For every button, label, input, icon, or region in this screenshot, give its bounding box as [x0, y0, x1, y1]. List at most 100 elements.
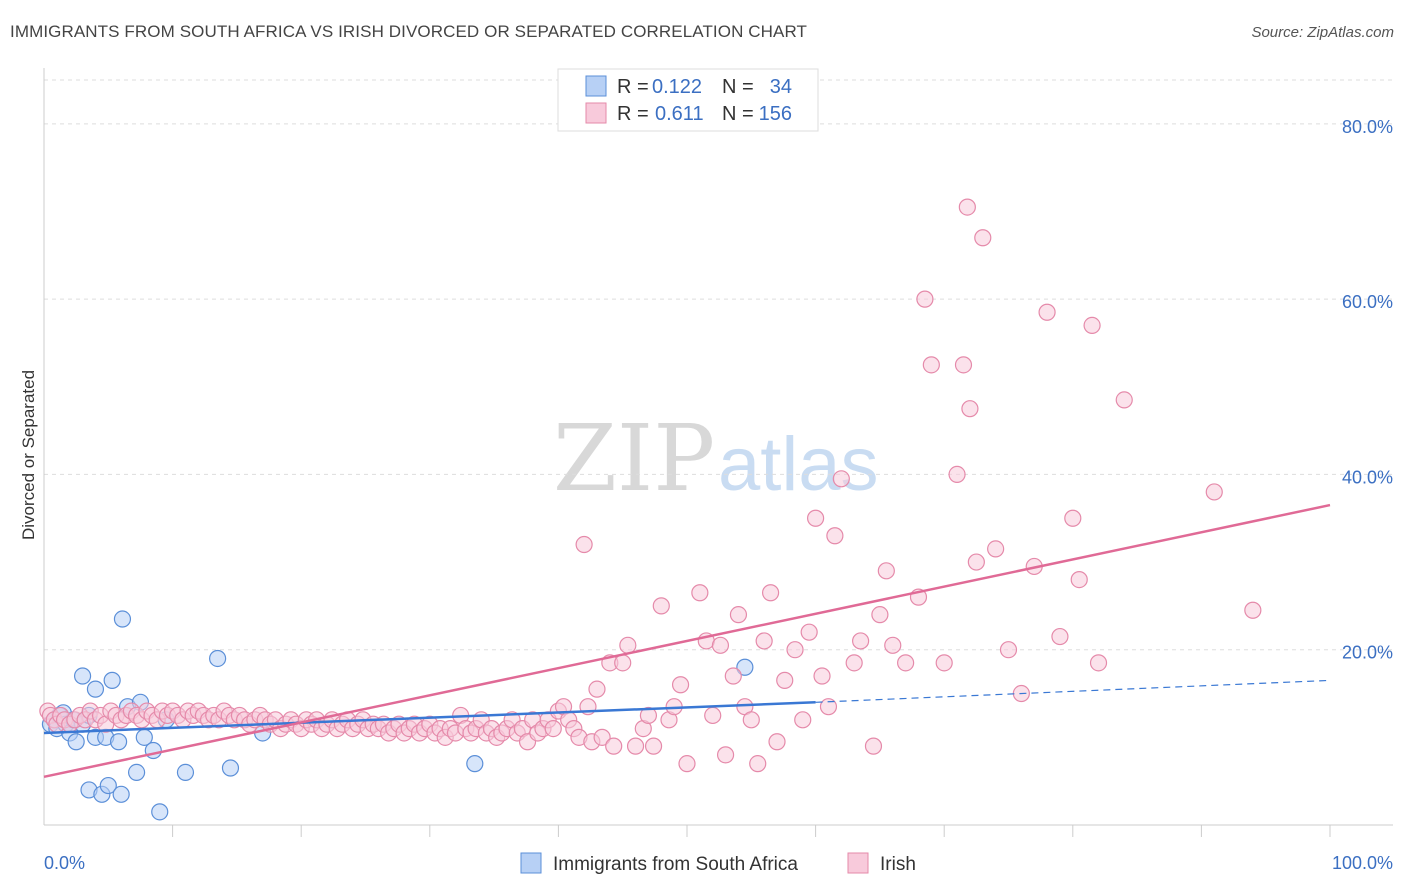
point-irish — [776, 671, 794, 689]
point-irish — [704, 706, 722, 725]
legend-n-label-2: N = — [722, 103, 754, 125]
watermark: ZIP atlas — [553, 405, 879, 512]
y-tick-label: 40.0% — [1342, 467, 1393, 487]
point-irish — [871, 606, 889, 624]
point-irish — [729, 606, 748, 624]
legend-n-value-1: 34 — [770, 76, 792, 98]
point-irish — [711, 636, 730, 654]
point-irish — [935, 654, 953, 672]
grid — [44, 79, 1393, 651]
point-irish — [786, 641, 804, 659]
x-tick-label-max: 100.0% — [1332, 853, 1393, 873]
trendlines — [43, 503, 1331, 779]
point-irish — [761, 584, 780, 602]
chart-title: IMMIGRANTS FROM SOUTH AFRICA VS IRISH DI… — [10, 22, 808, 41]
trendline-south-africa — [43, 701, 816, 735]
x-ticks — [172, 825, 1331, 837]
point-irish — [575, 535, 593, 554]
point-irish — [626, 737, 645, 755]
legend-n-value-2: 156 — [759, 103, 792, 125]
point-south-africa — [209, 649, 227, 668]
point-irish — [864, 737, 883, 755]
legend-r-label-1: R = — [617, 76, 649, 98]
point-irish — [954, 356, 973, 374]
point-irish — [1051, 627, 1069, 646]
point-south-africa — [103, 671, 121, 689]
point-irish — [916, 290, 934, 308]
point-irish — [691, 584, 709, 602]
point-irish — [1205, 483, 1223, 501]
point-irish — [652, 597, 670, 615]
point-irish — [987, 540, 1005, 558]
y-tick-label: 20.0% — [1342, 643, 1393, 663]
point-south-africa — [113, 610, 132, 628]
point-irish — [593, 728, 611, 746]
point-irish — [800, 623, 818, 641]
y-tick-label: 80.0% — [1342, 117, 1393, 137]
legend-r-value-1: 0.122 — [652, 76, 702, 98]
point-irish — [644, 737, 663, 755]
point-irish — [614, 654, 632, 672]
y-tick-label: 60.0% — [1342, 292, 1393, 312]
point-irish — [1115, 391, 1133, 409]
point-irish — [852, 632, 870, 650]
point-irish — [819, 698, 838, 716]
point-irish — [961, 400, 979, 418]
point-irish — [948, 465, 966, 484]
point-south-africa — [151, 803, 169, 821]
bottom-legend-label-south-africa: Immigrants from South Africa — [553, 854, 798, 875]
point-irish — [806, 509, 825, 527]
point-south-africa — [221, 759, 240, 777]
point-irish — [1089, 654, 1108, 672]
point-irish — [1244, 601, 1262, 619]
point-irish — [1083, 316, 1101, 335]
point-irish — [794, 711, 812, 729]
point-irish — [1038, 303, 1056, 321]
point-irish — [544, 719, 562, 738]
point-south-africa — [466, 755, 484, 773]
point-irish — [897, 654, 915, 672]
point-irish — [605, 737, 623, 755]
x-tick-label-min: 0.0% — [44, 853, 85, 873]
trendline-south-africa-extension — [815, 679, 1331, 703]
point-south-africa — [112, 785, 130, 803]
point-irish — [619, 636, 637, 654]
bottom-legend-swatch-blue — [520, 852, 542, 874]
point-irish — [999, 641, 1018, 659]
point-irish — [724, 667, 742, 685]
point-irish — [716, 746, 735, 764]
point-irish — [1070, 570, 1088, 589]
bottom-legend: Immigrants from South Africa Irish — [520, 852, 916, 875]
point-irish — [958, 198, 976, 216]
legend: R = 0.122 N = 34 R = 0.611 N = 156 — [557, 68, 819, 132]
axes — [43, 68, 1393, 826]
point-irish — [877, 562, 895, 580]
point-south-africa — [736, 658, 754, 676]
legend-r-value-2: 0.611 — [655, 103, 704, 125]
point-south-africa — [99, 776, 117, 795]
legend-r-label-2: R = — [617, 103, 649, 125]
point-irish — [678, 755, 696, 773]
watermark-atlas: atlas — [718, 422, 879, 507]
point-irish — [755, 632, 773, 650]
point-irish — [588, 680, 606, 698]
point-irish — [922, 356, 940, 374]
y-axis-title: Divorced or Separated — [19, 370, 38, 540]
trendline-irish — [43, 503, 1331, 779]
y-tick-labels: 20.0% 40.0% 60.0% 80.0% — [1342, 117, 1393, 663]
point-irish — [845, 654, 863, 672]
legend-swatch-blue — [585, 75, 607, 97]
point-irish — [974, 229, 992, 247]
point-south-africa — [73, 667, 92, 685]
point-irish — [639, 706, 658, 725]
point-south-africa — [109, 733, 128, 751]
point-irish — [884, 636, 902, 654]
point-irish — [826, 527, 844, 545]
point-irish — [671, 676, 690, 694]
point-irish — [749, 755, 767, 773]
point-irish — [742, 711, 760, 729]
point-irish — [1064, 509, 1082, 527]
legend-n-label-1: N = — [722, 76, 754, 98]
point-irish — [813, 667, 831, 685]
